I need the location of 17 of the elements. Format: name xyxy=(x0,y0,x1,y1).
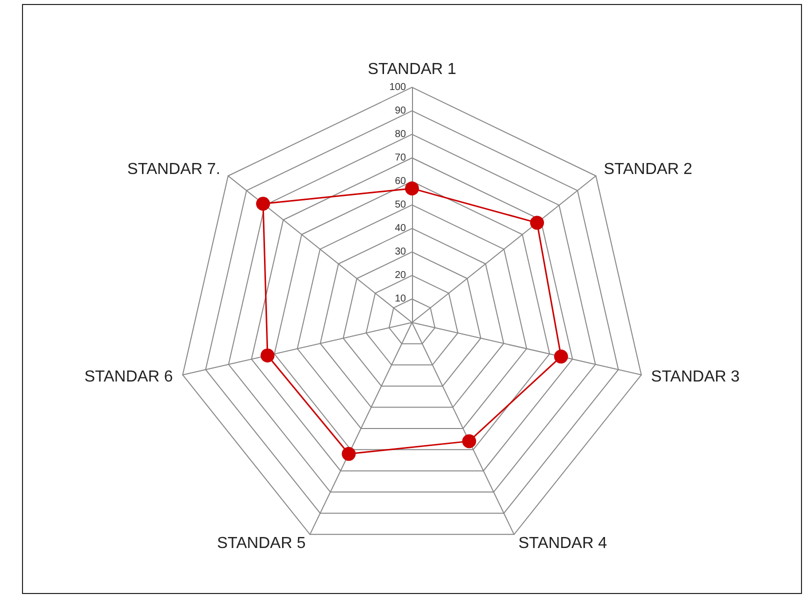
spoke-label: STANDAR 5 xyxy=(217,534,306,552)
y-tick-label: 80 xyxy=(394,128,406,140)
y-tick-label: 40 xyxy=(394,222,406,234)
spoke-label: STANDAR 4 xyxy=(518,534,608,552)
y-tick-label: 50 xyxy=(394,199,406,210)
spoke-label: STANDAR 3 xyxy=(651,368,740,386)
y-tick-label: 10 xyxy=(394,294,406,304)
y-tick-label: 90 xyxy=(394,105,406,116)
spoke-label: STANDAR 7. xyxy=(127,161,220,178)
y-tick-label: 60 xyxy=(394,176,406,187)
spoke-label: STANDAR 6 xyxy=(84,368,174,386)
y-tick-label: 20 xyxy=(394,270,406,281)
y-tick-label: 70 xyxy=(394,152,406,164)
y-tick-label: 100 xyxy=(389,82,406,93)
y-tick-label: 30 xyxy=(394,246,406,258)
spoke-label: STANDAR 2 xyxy=(604,161,692,178)
spoke-label: STANDAR 1 xyxy=(368,60,456,78)
